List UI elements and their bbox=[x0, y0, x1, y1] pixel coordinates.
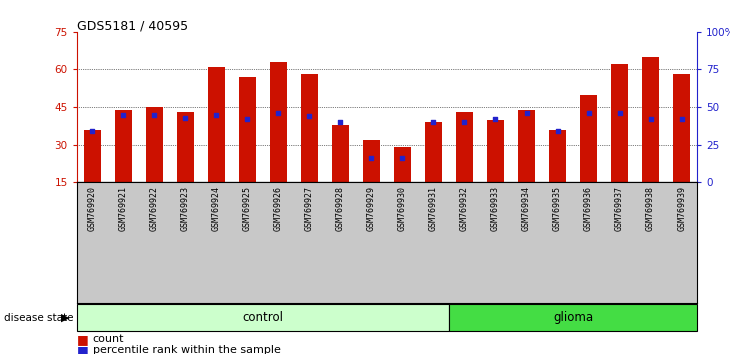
Point bbox=[490, 116, 502, 122]
Point bbox=[428, 119, 439, 125]
Bar bbox=[549, 130, 566, 182]
Text: GSM769925: GSM769925 bbox=[243, 186, 252, 231]
Bar bbox=[77, 304, 449, 331]
Text: control: control bbox=[242, 311, 283, 324]
Text: GSM769935: GSM769935 bbox=[553, 186, 562, 231]
Point bbox=[272, 110, 284, 116]
Text: GDS5181 / 40595: GDS5181 / 40595 bbox=[77, 19, 188, 33]
Point bbox=[304, 113, 315, 119]
Bar bbox=[673, 74, 690, 182]
Bar bbox=[301, 74, 318, 182]
Text: GSM769921: GSM769921 bbox=[119, 186, 128, 231]
Text: GSM769923: GSM769923 bbox=[181, 186, 190, 231]
Bar bbox=[642, 57, 659, 182]
Text: GSM769929: GSM769929 bbox=[367, 186, 376, 231]
Text: disease state: disease state bbox=[4, 313, 73, 323]
Bar bbox=[332, 125, 349, 182]
Point bbox=[552, 129, 564, 134]
Point bbox=[148, 112, 160, 118]
Bar bbox=[239, 77, 255, 182]
Text: GSM769922: GSM769922 bbox=[150, 186, 158, 231]
Text: count: count bbox=[93, 334, 124, 344]
Point bbox=[366, 155, 377, 161]
Text: GSM769934: GSM769934 bbox=[522, 186, 531, 231]
Bar bbox=[456, 112, 473, 182]
Bar bbox=[115, 110, 131, 182]
Point bbox=[180, 115, 191, 120]
Point bbox=[520, 110, 532, 116]
Point bbox=[583, 110, 594, 116]
Text: GSM769927: GSM769927 bbox=[305, 186, 314, 231]
Text: ■: ■ bbox=[77, 333, 88, 346]
Text: GSM769938: GSM769938 bbox=[646, 186, 655, 231]
Bar bbox=[449, 304, 697, 331]
Bar bbox=[518, 110, 535, 182]
Text: GSM769924: GSM769924 bbox=[212, 186, 220, 231]
Bar bbox=[270, 62, 287, 182]
Point bbox=[210, 112, 222, 118]
Point bbox=[242, 116, 253, 122]
Point bbox=[334, 119, 346, 125]
Point bbox=[676, 116, 688, 122]
Text: GSM769920: GSM769920 bbox=[88, 186, 96, 231]
Bar bbox=[84, 130, 101, 182]
Text: GSM769926: GSM769926 bbox=[274, 186, 283, 231]
Text: GSM769939: GSM769939 bbox=[677, 186, 686, 231]
Bar bbox=[146, 107, 163, 182]
Text: glioma: glioma bbox=[553, 311, 593, 324]
Point bbox=[118, 112, 129, 118]
Text: GSM769931: GSM769931 bbox=[429, 186, 438, 231]
Text: GSM769932: GSM769932 bbox=[460, 186, 469, 231]
Bar bbox=[394, 147, 411, 182]
Bar bbox=[363, 140, 380, 182]
Text: ■: ■ bbox=[77, 344, 88, 354]
Text: GSM769936: GSM769936 bbox=[584, 186, 593, 231]
Bar bbox=[177, 112, 193, 182]
Bar bbox=[425, 122, 442, 182]
Point bbox=[614, 110, 626, 116]
Point bbox=[458, 119, 470, 125]
Text: GSM769930: GSM769930 bbox=[398, 186, 407, 231]
Point bbox=[86, 129, 98, 134]
Text: percentile rank within the sample: percentile rank within the sample bbox=[93, 346, 280, 354]
Point bbox=[645, 116, 656, 122]
Bar bbox=[611, 64, 628, 182]
Bar bbox=[487, 120, 504, 182]
Text: ▶: ▶ bbox=[61, 313, 69, 323]
Text: GSM769933: GSM769933 bbox=[491, 186, 500, 231]
Text: GSM769937: GSM769937 bbox=[615, 186, 624, 231]
Point bbox=[396, 155, 408, 161]
Bar bbox=[580, 95, 597, 182]
Text: GSM769928: GSM769928 bbox=[336, 186, 345, 231]
Bar bbox=[208, 67, 225, 182]
